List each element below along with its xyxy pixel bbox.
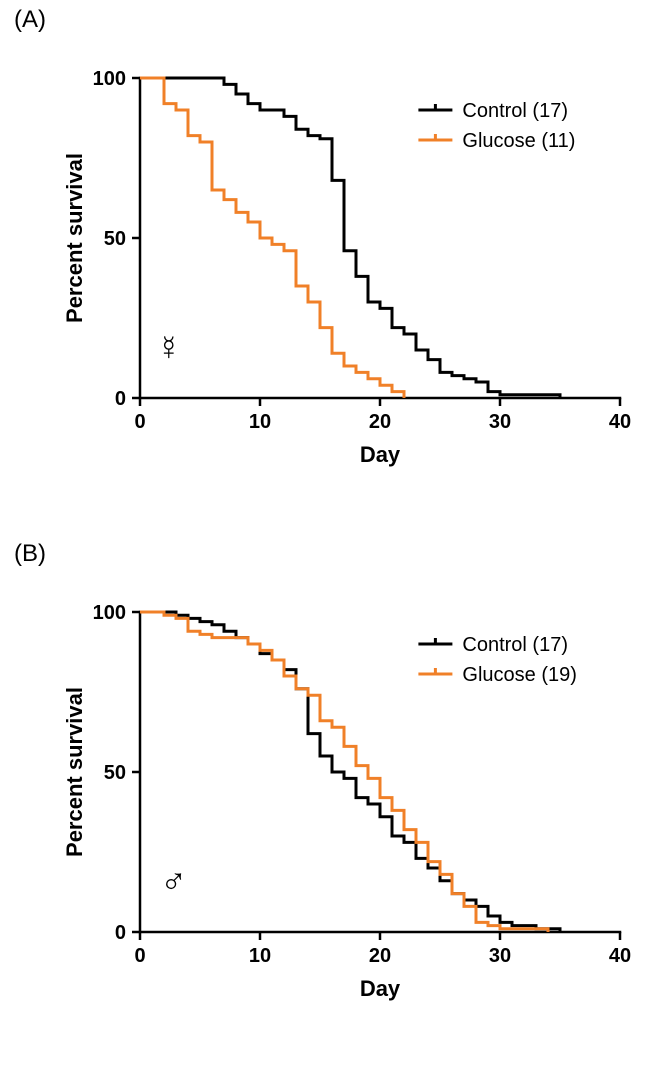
svg-text:100: 100: [93, 602, 126, 624]
panel-a-label: (A): [14, 6, 46, 34]
svg-text:Day: Day: [360, 442, 401, 467]
sex-symbol-icon: ♂: [160, 861, 187, 902]
panel-a-chart: 0 10 20 30 40 0 50 100 Day Percent survival Contro…: [40, 48, 640, 468]
svg-text:0: 0: [134, 945, 145, 967]
legend-label: Glucose (11): [462, 130, 575, 152]
svg-text:10: 10: [249, 411, 271, 433]
svg-text:50: 50: [104, 228, 126, 250]
svg-text:50: 50: [104, 762, 126, 784]
panel-b-chart: 0 10 20 30 40 0 50 100 Day Percent survival Contro…: [40, 582, 640, 1002]
svg-text:100: 100: [93, 68, 126, 90]
sex-symbol-icon: ☿: [156, 330, 182, 368]
svg-text:20: 20: [369, 411, 391, 433]
svg-text:20: 20: [369, 945, 391, 967]
svg-text:0: 0: [134, 411, 145, 433]
svg-text:40: 40: [609, 411, 631, 433]
legend-label: Control (17): [462, 634, 568, 656]
svg-text:Day: Day: [360, 976, 401, 1001]
legend-label: Glucose (19): [462, 664, 577, 686]
svg-text:40: 40: [609, 945, 631, 967]
panel-b-label: (B): [14, 540, 46, 568]
legend-label: Control (17): [462, 100, 568, 122]
svg-text:30: 30: [489, 945, 511, 967]
svg-text:10: 10: [249, 945, 271, 967]
svg-text:0: 0: [115, 388, 126, 410]
svg-text:Percent survival: Percent survival: [62, 687, 87, 857]
svg-text:30: 30: [489, 411, 511, 433]
svg-text:Percent survival: Percent survival: [62, 153, 87, 323]
svg-text:0: 0: [115, 922, 126, 944]
figure-page: { "panelA": { "label": "(A)", "label_fon…: [0, 0, 666, 1065]
